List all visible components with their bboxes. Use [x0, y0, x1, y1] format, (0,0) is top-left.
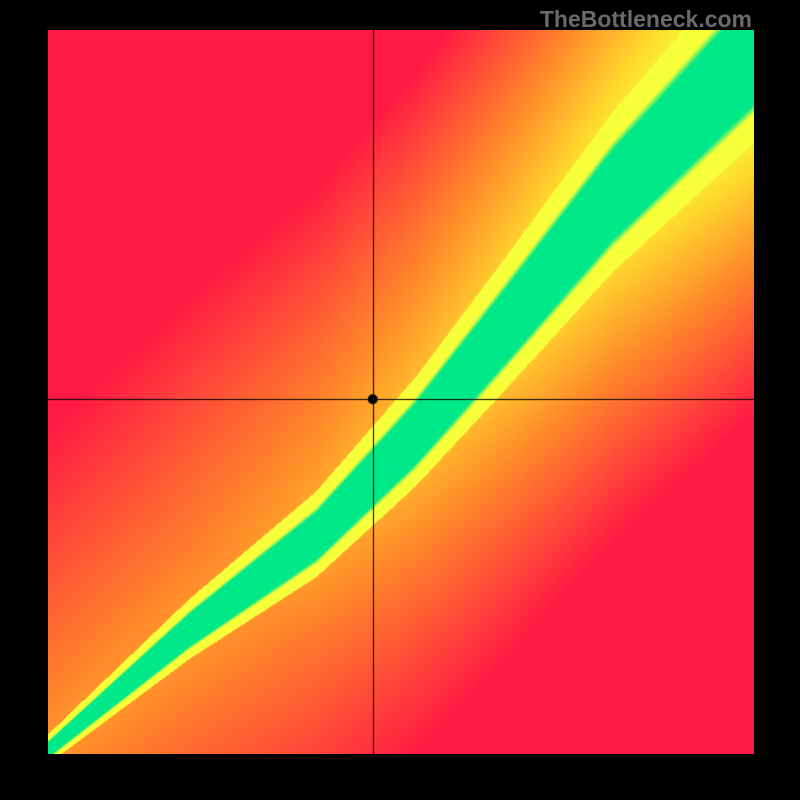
bottleneck-heatmap — [48, 30, 754, 754]
chart-container: TheBottleneck.com — [0, 0, 800, 800]
watermark: TheBottleneck.com — [540, 6, 752, 33]
